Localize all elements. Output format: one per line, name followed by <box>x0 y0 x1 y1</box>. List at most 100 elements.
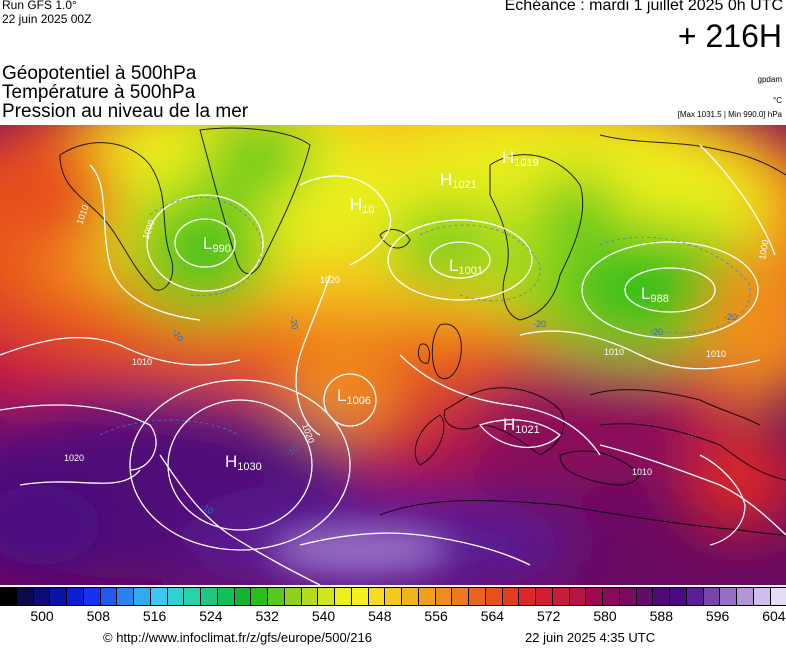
color-swatch <box>418 588 436 605</box>
color-swatch <box>770 588 786 605</box>
isobar-label: 1010 <box>706 349 726 359</box>
color-scale-tick: 516 <box>142 608 167 624</box>
weather-map[interactable]: L990 H10 H1021 H1019 L1001 L988 L1006 H1… <box>0 125 786 585</box>
color-swatch <box>167 588 185 605</box>
weather-map-canvas: L990 H10 H1021 H1019 L1001 L988 L1006 H1… <box>0 125 786 585</box>
color-swatch <box>351 588 369 605</box>
color-swatch <box>16 588 34 605</box>
color-scale-tick: 500 <box>30 608 54 624</box>
color-swatch <box>150 588 168 605</box>
color-scale-tick: 548 <box>368 608 392 624</box>
run-date: 22 juin 2025 00Z <box>2 12 92 26</box>
color-swatch <box>83 588 101 605</box>
color-scale-tick: 508 <box>86 608 110 624</box>
color-swatch <box>335 588 352 605</box>
unit-geopotential: gpdam <box>757 75 782 84</box>
pressure-system: H1030 <box>225 452 262 473</box>
isobar-label: 1010 <box>132 357 152 367</box>
pressure-systems: L990 H10 H1021 H1019 L1001 L988 L1006 H1… <box>203 148 669 473</box>
color-swatch <box>402 588 419 605</box>
color-swatch <box>452 588 469 605</box>
temperature-label: -20 <box>288 316 300 331</box>
color-swatch <box>485 588 503 605</box>
color-swatch <box>569 588 587 605</box>
color-swatch <box>0 588 17 605</box>
pressure-system: L988 <box>641 284 669 305</box>
color-scale-tick: 540 <box>311 608 336 624</box>
color-swatch <box>670 588 687 605</box>
parameter-temperature: Température à 500hPa <box>2 82 196 103</box>
isobar-label: 1010 <box>632 467 652 477</box>
copyright-link[interactable]: © http://www.infoclimat.fr/z/gfs/europe/… <box>103 630 372 645</box>
color-swatch <box>536 588 553 605</box>
color-swatch <box>385 588 402 605</box>
color-swatch <box>586 588 603 605</box>
color-swatch <box>552 588 570 605</box>
color-swatch <box>435 588 453 605</box>
color-scale <box>0 587 786 606</box>
color-swatch <box>753 588 771 605</box>
temperature-label: -20 <box>650 327 663 337</box>
color-swatch <box>469 588 486 605</box>
pressure-system: L990 <box>203 234 231 255</box>
color-scale-tick: 524 <box>199 608 223 624</box>
color-swatch <box>603 588 620 605</box>
parameter-pressure: Pression au niveau de la mer <box>2 101 249 122</box>
isobar-label: 1000 <box>757 239 770 260</box>
color-swatch <box>703 588 721 605</box>
pressure-system: H10 <box>350 195 375 216</box>
forecast-valid-time: Echéance : mardi 1 juillet 2025 0h UTC <box>504 0 783 14</box>
run-title: Run GFS 1.0° <box>2 0 77 12</box>
color-scale-tick: 556 <box>424 608 448 624</box>
color-scale-tick: 580 <box>593 608 617 624</box>
pressure-system: L1001 <box>449 256 483 277</box>
color-swatch <box>33 588 51 605</box>
color-swatch <box>636 588 654 605</box>
coastlines <box>59 127 786 536</box>
color-swatch <box>686 588 704 605</box>
color-swatch <box>619 588 637 605</box>
pressure-system: H1021 <box>440 170 477 191</box>
isobar-label: 1020 <box>64 453 84 463</box>
pressure-system: H1021 <box>503 415 540 436</box>
color-swatch <box>184 588 201 605</box>
color-scale-ticks: 500 508 516 524 532 540 548 556 564 572 580 588 596 6… <box>0 608 786 626</box>
isobars <box>0 144 786 585</box>
color-scale-tick: 596 <box>705 608 730 624</box>
color-swatch <box>284 588 302 605</box>
color-swatch <box>234 588 252 605</box>
color-swatch <box>117 588 134 605</box>
color-swatch <box>67 588 84 605</box>
color-swatch <box>519 588 536 605</box>
color-swatch <box>217 588 235 605</box>
forecast-hour: + 216H <box>677 18 782 54</box>
color-swatch <box>50 588 67 605</box>
color-swatch <box>737 588 754 605</box>
color-swatch <box>268 588 285 605</box>
generation-time: 22 juin 2025 4:35 UTC <box>525 630 656 645</box>
color-swatch <box>100 588 118 605</box>
geopotential-field <box>0 125 786 585</box>
color-swatch <box>368 588 386 605</box>
isobar-label: 1020 <box>320 275 340 285</box>
color-swatch <box>301 588 319 605</box>
temperature-label: -20 <box>533 319 546 329</box>
color-swatch <box>251 588 268 605</box>
color-scale-tick: 564 <box>480 608 505 624</box>
color-swatch <box>318 588 335 605</box>
color-swatch <box>134 588 151 605</box>
unit-temperature: °C <box>773 96 782 105</box>
pressure-system: L1006 <box>337 386 371 407</box>
isobar-label: 1010 <box>604 347 624 357</box>
color-scale-tick: 572 <box>537 608 561 624</box>
color-swatch <box>502 588 520 605</box>
color-scale-tick: 532 <box>255 608 279 624</box>
pressure-system: H1019 <box>502 148 539 169</box>
isotherms <box>99 197 751 436</box>
color-swatch <box>201 588 218 605</box>
temperature-label: -20 <box>724 312 737 322</box>
color-scale-tick: 588 <box>649 608 673 624</box>
color-swatch <box>720 588 737 605</box>
color-scale-tick: 604 <box>762 608 786 624</box>
color-swatch <box>653 588 670 605</box>
